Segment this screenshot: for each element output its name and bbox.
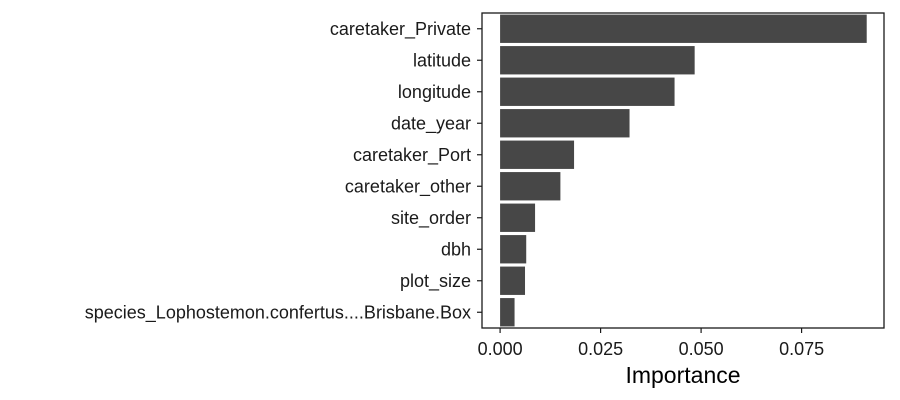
category-label: species_Lophostemon.confertus....Brisban… bbox=[85, 302, 471, 323]
bar-caretaker_Private bbox=[500, 14, 867, 43]
bar-caretaker_other bbox=[500, 172, 561, 201]
category-label: longitude bbox=[398, 82, 471, 102]
category-labels-group: caretaker_Private latitude longitude date_y… bbox=[85, 19, 471, 324]
category-label: caretaker_Private bbox=[330, 19, 471, 40]
x-tick-label: 0.050 bbox=[679, 339, 724, 359]
plot-panel-border bbox=[481, 12, 885, 329]
category-label: site_order bbox=[391, 208, 471, 229]
x-axis-title: Importance bbox=[625, 362, 740, 388]
category-label: caretaker_other bbox=[345, 176, 471, 197]
x-tick-label: 0.000 bbox=[478, 339, 523, 359]
category-label: dbh bbox=[441, 239, 471, 259]
bar-site_order bbox=[500, 203, 536, 232]
category-label: plot_size bbox=[400, 271, 471, 292]
x-tick-label: 0.075 bbox=[779, 339, 824, 359]
category-label: latitude bbox=[413, 50, 471, 70]
bar-latitude bbox=[500, 46, 695, 75]
bar-species_Lophostemon.confertus....Brisbane.Box bbox=[500, 298, 515, 327]
category-label: caretaker_Port bbox=[353, 145, 471, 166]
category-label: date_year bbox=[391, 113, 471, 134]
x-tick-label: 0.025 bbox=[578, 339, 623, 359]
bar-date_year bbox=[500, 109, 630, 138]
bar-caretaker_Port bbox=[500, 140, 575, 169]
y-ticks-group bbox=[477, 28, 482, 313]
bar-plot_size bbox=[500, 266, 526, 295]
bars-group bbox=[500, 14, 867, 327]
bar-longitude bbox=[500, 77, 675, 106]
x-ticks-group: 0.000 0.025 0.050 0.075 bbox=[478, 328, 824, 359]
bar-dbh bbox=[500, 235, 527, 264]
